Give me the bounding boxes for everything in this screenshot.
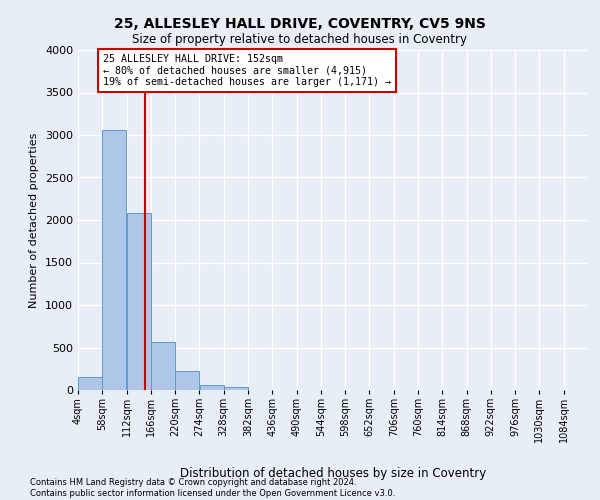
Bar xyxy=(78,377,102,390)
Text: Size of property relative to detached houses in Coventry: Size of property relative to detached ho… xyxy=(133,32,467,46)
Text: Distribution of detached houses by size in Coventry: Distribution of detached houses by size … xyxy=(180,467,486,480)
Text: Contains HM Land Registry data © Crown copyright and database right 2024.
Contai: Contains HM Land Registry data © Crown c… xyxy=(30,478,395,498)
Bar xyxy=(224,388,248,390)
Bar xyxy=(200,385,224,390)
Bar xyxy=(103,130,127,390)
Bar xyxy=(151,342,175,390)
Text: 25 ALLESLEY HALL DRIVE: 152sqm
← 80% of detached houses are smaller (4,915)
19% : 25 ALLESLEY HALL DRIVE: 152sqm ← 80% of … xyxy=(103,54,391,88)
Bar xyxy=(175,372,199,390)
Bar xyxy=(127,213,151,390)
Y-axis label: Number of detached properties: Number of detached properties xyxy=(29,132,40,308)
Text: 25, ALLESLEY HALL DRIVE, COVENTRY, CV5 9NS: 25, ALLESLEY HALL DRIVE, COVENTRY, CV5 9… xyxy=(114,18,486,32)
